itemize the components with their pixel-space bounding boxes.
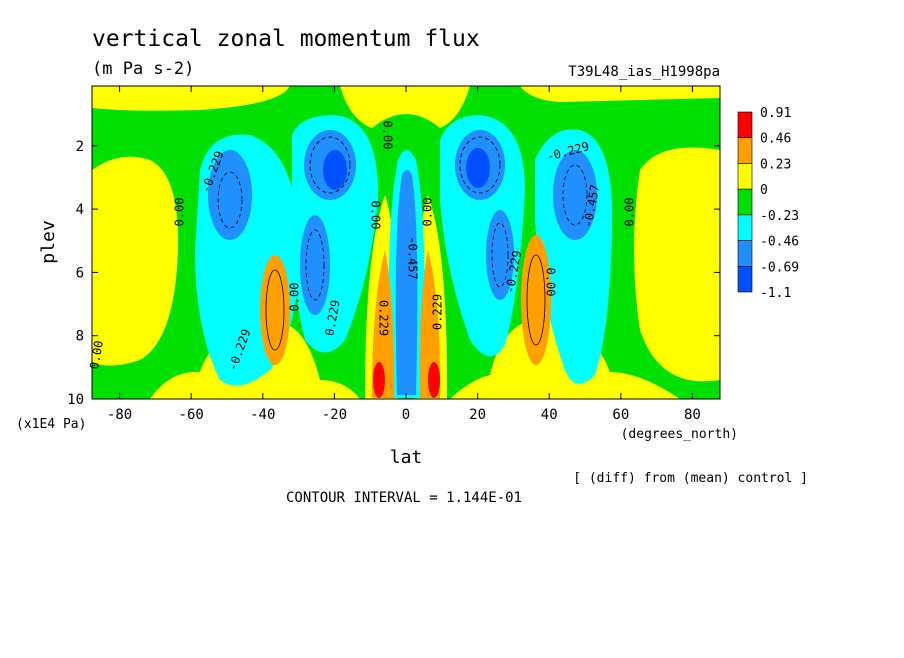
colorbar-label: 0.46 <box>760 132 791 147</box>
colorbar-box <box>737 137 753 164</box>
colorbar-label: -0.23 <box>760 209 799 224</box>
colorbar-label: 0 <box>760 183 768 198</box>
contour-label: 0.00 <box>544 268 558 297</box>
contour-label: 0.00 <box>369 201 383 230</box>
x-tick-label: -60 <box>179 407 204 423</box>
x-tick-label: -80 <box>107 407 132 423</box>
colorbar-box <box>737 188 753 216</box>
x-tick-label: 0 <box>402 407 410 423</box>
x-tick-label: 20 <box>469 407 486 423</box>
contour-label: 0.229 <box>377 300 391 336</box>
contour-interval: CONTOUR INTERVAL = 1.144E-01 <box>286 490 522 506</box>
x-tick-label: 40 <box>541 407 558 423</box>
note: [ (diff) from (mean) control ] <box>573 471 808 486</box>
colorbar-label: -1.1 <box>760 286 791 301</box>
colorbar-box <box>737 240 753 267</box>
x-axis-label: lat <box>390 447 423 468</box>
contour-label: 0.00 <box>288 283 302 312</box>
x-tick-label: -20 <box>322 407 347 423</box>
x-tick-label: -40 <box>250 407 275 423</box>
x-units: (degrees_north) <box>621 427 738 442</box>
contour-label: 0.229 <box>431 294 445 330</box>
colorbar-label: -0.46 <box>760 235 799 250</box>
colorbar-box <box>737 111 753 139</box>
y-axis-label: plev <box>38 220 59 263</box>
contour-label: 0.00 <box>381 121 395 150</box>
y-tick-label: 10 <box>67 392 84 408</box>
colorbar-label: 0.91 <box>760 106 791 121</box>
x-tick-label: 80 <box>684 407 701 423</box>
y-units: (x1E4 Pa) <box>16 417 86 432</box>
x-tick-label: 60 <box>612 407 629 423</box>
y-tick-label: 2 <box>76 139 84 155</box>
experiment-label: T39L48_ias_H1998pa <box>568 64 720 80</box>
contour-label: 0.229 <box>322 299 342 337</box>
chart-title: vertical zonal momentum flux <box>92 26 480 52</box>
subtitle: (m Pa s-2) <box>92 59 194 79</box>
contour-label: 0.00 <box>87 339 106 370</box>
contour-field <box>92 86 720 399</box>
colorbar-label: -0.69 <box>760 260 799 275</box>
colorbar-box <box>737 214 753 241</box>
contour-label: 0.00 <box>421 198 435 227</box>
colorbar-box <box>737 163 753 190</box>
y-tick-label: 8 <box>76 329 84 345</box>
colorbar-label: 0.23 <box>760 157 791 172</box>
contour-label: 0.00 <box>623 198 637 227</box>
contour-label: 0.00 <box>173 198 187 227</box>
contour-label: -0.457 <box>406 236 420 279</box>
colorbar-box <box>737 265 753 293</box>
y-tick-label: 4 <box>76 202 84 218</box>
y-tick-label: 6 <box>76 265 84 281</box>
